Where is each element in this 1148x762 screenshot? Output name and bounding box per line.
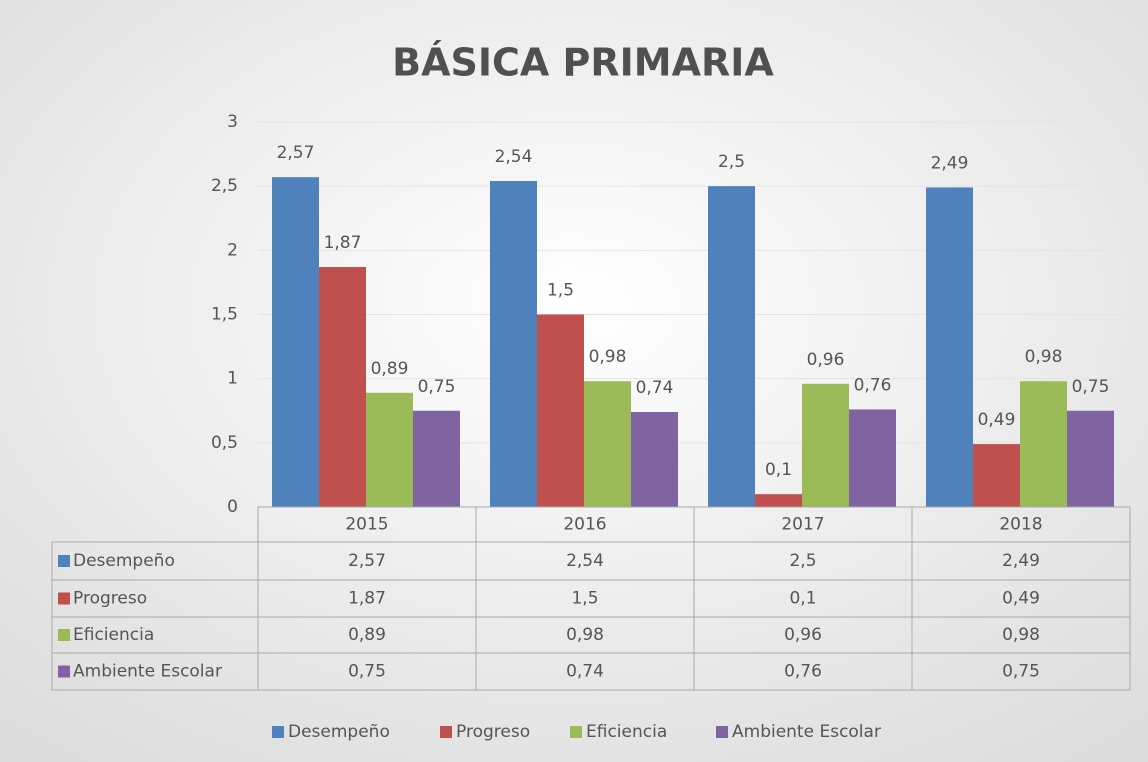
data-label: 0,74 — [636, 378, 674, 398]
legend-key — [570, 726, 582, 738]
table-cell: 2,5 — [789, 551, 816, 571]
chart-title: BÁSICA PRIMARIA — [392, 41, 774, 85]
table-cell: 0,98 — [566, 625, 604, 645]
y-tick-label: 1 — [227, 369, 238, 389]
table-cell: 0,1 — [789, 589, 816, 609]
legend-key — [440, 726, 452, 738]
data-label: 0,98 — [1025, 347, 1063, 367]
x-tick-label: 2017 — [781, 515, 824, 535]
x-tick-label: 2016 — [563, 515, 606, 535]
y-tick-label: 1,5 — [211, 305, 238, 325]
data-label: 2,49 — [931, 153, 969, 173]
legend-label: Progreso — [456, 722, 530, 742]
bar — [755, 494, 802, 507]
table-row-label: Eficiencia — [73, 625, 154, 645]
bar — [802, 383, 849, 507]
legend-label: Desempeño — [288, 722, 390, 742]
table-cell: 0,49 — [1002, 589, 1040, 609]
table-cell: 0,75 — [348, 662, 386, 682]
legend-key — [272, 726, 284, 738]
y-tick-label: 2,5 — [211, 176, 238, 196]
legend-label: Ambiente Escolar — [732, 722, 881, 742]
table-row-label: Desempeño — [73, 551, 175, 571]
bar — [319, 267, 366, 507]
legend-key — [58, 665, 70, 678]
legend-key — [58, 629, 70, 641]
data-label: 0,89 — [371, 359, 409, 379]
y-tick-label: 3 — [227, 112, 238, 132]
x-tick-label: 2015 — [345, 515, 388, 535]
data-label: 0,76 — [854, 375, 892, 395]
data-label: 0,96 — [807, 350, 845, 370]
data-label: 2,5 — [718, 152, 745, 172]
data-label: 1,87 — [324, 233, 362, 253]
data-label: 0,98 — [589, 347, 627, 367]
data-label: 1,5 — [547, 281, 574, 301]
bar — [1020, 381, 1067, 507]
bar — [537, 314, 584, 507]
table-cell: 1,5 — [571, 589, 598, 609]
legend-label: Eficiencia — [586, 722, 667, 742]
table-cell: 0,89 — [348, 625, 386, 645]
bar — [1067, 410, 1114, 507]
y-tick-label: 2 — [227, 240, 238, 260]
table-row-label: Ambiente Escolar — [73, 662, 222, 682]
table-cell: 0,76 — [784, 662, 822, 682]
table-cell: 2,57 — [348, 551, 386, 571]
table-cell: 2,54 — [566, 551, 604, 571]
table-cell: 0,75 — [1002, 662, 1040, 682]
legend-key — [716, 726, 728, 738]
y-tick-label: 0,5 — [211, 433, 238, 453]
data-label: 0,49 — [978, 410, 1016, 430]
table-cell: 1,87 — [348, 589, 386, 609]
table-row-label: Progreso — [73, 589, 147, 609]
data-label: 0,75 — [418, 377, 456, 397]
bar — [631, 412, 678, 507]
data-label: 2,54 — [495, 147, 533, 167]
bar — [490, 181, 537, 508]
bar — [849, 409, 896, 507]
legend-key — [58, 592, 70, 605]
y-tick-label: 0 — [227, 497, 238, 517]
bar — [926, 187, 973, 507]
legend-key — [58, 555, 70, 567]
bar — [413, 410, 460, 507]
bar — [272, 177, 319, 507]
bar — [973, 444, 1020, 507]
table-cell: 2,49 — [1002, 551, 1040, 571]
table-cell: 0,98 — [1002, 625, 1040, 645]
table-cell: 0,74 — [566, 662, 604, 682]
data-label: 0,1 — [765, 460, 792, 480]
bar — [584, 381, 631, 507]
x-tick-label: 2018 — [999, 515, 1042, 535]
data-label: 2,57 — [277, 143, 315, 163]
table-cell: 0,96 — [784, 625, 822, 645]
bar — [366, 392, 413, 507]
data-label: 0,75 — [1072, 377, 1110, 397]
bar — [708, 186, 755, 507]
